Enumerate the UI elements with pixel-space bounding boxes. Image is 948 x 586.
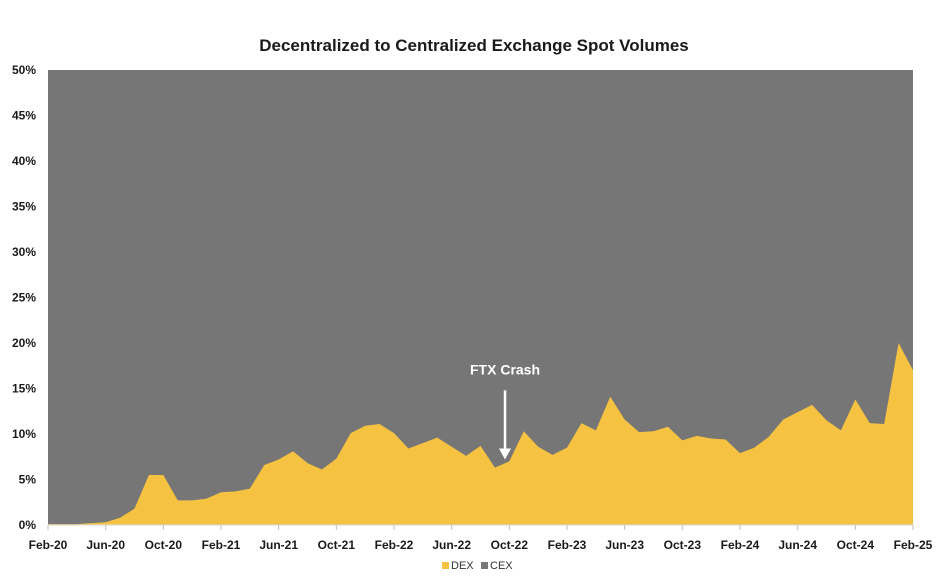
y-axis: 0% 5% 10% 15% 20% 25% 30% 35% 40% 45% 50% <box>12 63 36 532</box>
x-tick-label: Oct-23 <box>664 538 702 552</box>
y-tick-label: 40% <box>12 154 36 168</box>
annotation-label: FTX Crash <box>470 361 540 377</box>
annotation-arrow-head <box>499 448 512 460</box>
x-tick-label: Jun-24 <box>778 538 817 552</box>
y-tick-label: 50% <box>12 63 36 77</box>
x-tick-label: Oct-22 <box>491 538 529 552</box>
y-tick-label: 20% <box>12 336 36 350</box>
x-tick-label: Jun-22 <box>432 538 471 552</box>
annotation: FTX Crash <box>470 361 540 460</box>
x-tick-label: Jun-21 <box>259 538 298 552</box>
x-tick-label: Feb-20 <box>29 538 68 552</box>
chart-title: Decentralized to Centralized Exchange Sp… <box>259 36 689 55</box>
x-axis: Feb-20 Jun-20 Oct-20 Feb-21 Jun-21 Oct-21 Feb-… <box>29 525 933 552</box>
y-tick-label: 15% <box>12 382 36 396</box>
plot-area <box>48 70 913 526</box>
x-tick-label: Feb-21 <box>202 538 241 552</box>
x-tick-label: Oct-21 <box>318 538 356 552</box>
y-tick-label: 5% <box>19 473 37 487</box>
dex-area <box>48 343 913 525</box>
y-tick-label: 0% <box>19 518 37 532</box>
y-tick-label: 25% <box>12 291 36 305</box>
x-tick-label: Jun-23 <box>605 538 644 552</box>
y-tick-label: 30% <box>12 245 36 259</box>
x-tick-label: Feb-25 <box>894 538 933 552</box>
legend-swatch-cex <box>481 562 488 569</box>
x-tick-label: Oct-24 <box>837 538 875 552</box>
legend: DEX CEX <box>442 560 513 572</box>
y-tick-label: 45% <box>12 109 36 123</box>
x-tick-label: Feb-23 <box>548 538 587 552</box>
x-tick-label: Feb-22 <box>375 538 414 552</box>
legend-swatch-dex <box>442 562 449 569</box>
x-tick-label: Jun-20 <box>86 538 125 552</box>
y-tick-label: 35% <box>12 200 36 214</box>
legend-label-cex: CEX <box>490 560 513 572</box>
legend-label-dex: DEX <box>451 560 474 572</box>
y-tick-label: 10% <box>12 427 36 441</box>
x-tick-label: Oct-20 <box>145 538 183 552</box>
x-tick-label: Feb-24 <box>721 538 760 552</box>
